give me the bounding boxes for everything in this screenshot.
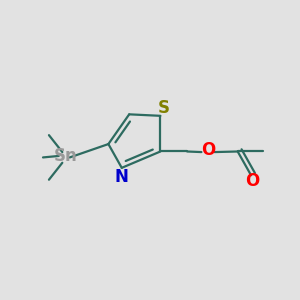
- Text: S: S: [158, 99, 169, 117]
- Text: Sn: Sn: [53, 147, 77, 165]
- Text: O: O: [201, 141, 215, 159]
- Text: O: O: [245, 172, 260, 190]
- Text: N: N: [115, 168, 129, 186]
